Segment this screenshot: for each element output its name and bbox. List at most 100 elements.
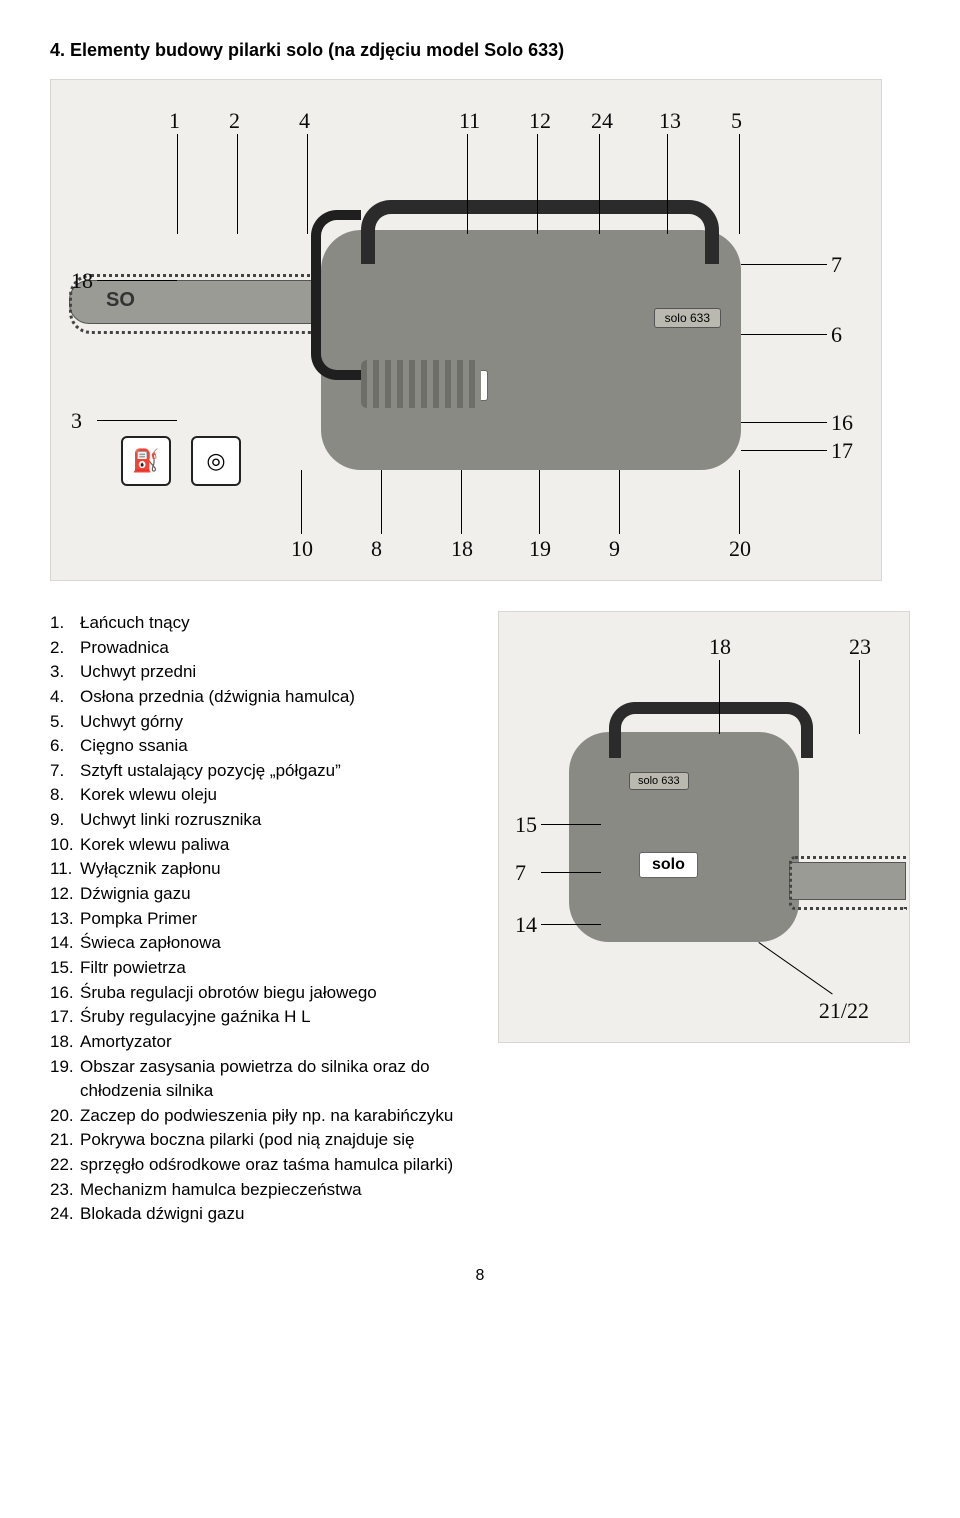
parts-item-text: Mechanizm hamulca bezpieczeństwa	[80, 1178, 362, 1203]
parts-item-number: 3.	[50, 660, 80, 685]
saw-body: solo solo 633	[321, 230, 741, 470]
callout-5: 5	[731, 108, 742, 134]
parts-list-item: 9.Uchwyt linki rozrusznika	[50, 808, 470, 833]
parts-list-item: 19.Obszar zasysania powietrza do silnika…	[50, 1055, 470, 1104]
parts-item-text: Blokada dźwigni gazu	[80, 1202, 244, 1227]
parts-item-number: 14.	[50, 931, 80, 956]
parts-item-text: Łańcuch tnący	[80, 611, 190, 636]
parts-list-item: 15.Filtr powietrza	[50, 956, 470, 981]
parts-list-item: 13.Pompka Primer	[50, 907, 470, 932]
model-badge: solo 633	[654, 308, 721, 328]
leader-16	[741, 422, 827, 423]
callout-17: 17	[831, 438, 853, 464]
body-brand-label-side: solo	[639, 852, 698, 878]
leader-14	[541, 924, 601, 925]
callout-18: 18	[451, 536, 473, 562]
callout-3: 3	[71, 408, 82, 434]
saw-body-side: solo solo 633	[569, 732, 799, 942]
parts-list-item: 12.Dźwignia gazu	[50, 882, 470, 907]
leader-3	[97, 420, 177, 421]
chain-oil-icon: ◎	[191, 436, 241, 486]
leader-9	[619, 470, 620, 534]
leader-11	[467, 134, 468, 234]
chain-glyph: ◎	[206, 448, 225, 474]
parts-item-text: Świeca zapłonowa	[80, 931, 221, 956]
parts-item-text: Korek wlewu oleju	[80, 783, 217, 808]
parts-list-item: 17.Śruby regulacyjne gaźnika H L	[50, 1005, 470, 1030]
callout-9: 9	[609, 536, 620, 562]
leader-20	[739, 470, 740, 534]
parts-item-text: Zaczep do podwieszenia piły np. na karab…	[80, 1104, 453, 1129]
callout-24: 24	[591, 108, 613, 134]
leader-8	[381, 470, 382, 534]
callout-19: 19	[529, 536, 551, 562]
parts-list-item: 5.Uchwyt górny	[50, 710, 470, 735]
callout-18: 18	[71, 268, 93, 294]
chain-side-icon	[789, 856, 907, 910]
callout-11: 11	[459, 108, 480, 134]
parts-item-number: 5.	[50, 710, 80, 735]
page-number: 8	[50, 1267, 910, 1285]
parts-item-text: Cięgno ssania	[80, 734, 188, 759]
fuel-glyph: ⛽	[132, 448, 159, 474]
parts-list-item: 16.Śruba regulacji obrotów biegu jałoweg…	[50, 981, 470, 1006]
parts-item-text: Osłona przednia (dźwignia hamulca)	[80, 685, 355, 710]
parts-list-item: 2.Prowadnica	[50, 636, 470, 661]
leader-24	[599, 134, 600, 234]
parts-item-text: Sztyft ustalający pozycję „półgazu”	[80, 759, 341, 784]
leader-4	[307, 134, 308, 234]
callout-4: 4	[299, 108, 310, 134]
leader-13	[667, 134, 668, 234]
parts-list-item: 10.Korek wlewu paliwa	[50, 833, 470, 858]
parts-item-number: 11.	[50, 857, 80, 882]
callout-2: 2	[229, 108, 240, 134]
parts-item-number: 19.	[50, 1055, 80, 1104]
parts-item-number: 17.	[50, 1005, 80, 1030]
parts-item-number: 1.	[50, 611, 80, 636]
parts-list-item: 11.Wyłącznik zapłonu	[50, 857, 470, 882]
parts-item-text: Obszar zasysania powietrza do silnika or…	[80, 1055, 470, 1104]
parts-item-number: 4.	[50, 685, 80, 710]
parts-item-number: 9.	[50, 808, 80, 833]
parts-item-text: Uchwyt górny	[80, 710, 183, 735]
parts-list-item: 4.Osłona przednia (dźwignia hamulca)	[50, 685, 470, 710]
parts-list-item: 1.Łańcuch tnący	[50, 611, 470, 636]
side-diagram: solo solo 633 21/22 182315714	[498, 611, 910, 1043]
leader-10	[301, 470, 302, 534]
parts-item-text: Pokrywa boczna pilarki (pod nią znajduje…	[80, 1128, 470, 1177]
parts-list-item: 20.Zaczep do podwieszenia piły np. na ka…	[50, 1104, 470, 1129]
leader-6	[741, 334, 827, 335]
callout-14: 14	[515, 912, 537, 938]
parts-item-number: 15.	[50, 956, 80, 981]
parts-item-text: Prowadnica	[80, 636, 169, 661]
leader-2	[237, 134, 238, 234]
main-diagram: SO solo solo 633 ⛽ ◎ 1241112241357616171…	[50, 79, 882, 581]
parts-item-number: 10.	[50, 833, 80, 858]
leader-18	[719, 660, 720, 734]
parts-item-text: Korek wlewu paliwa	[80, 833, 229, 858]
chain-icon	[69, 274, 335, 334]
parts-list-item: 18.Amortyzator	[50, 1030, 470, 1055]
callout-20: 20	[729, 536, 751, 562]
leader-5	[739, 134, 740, 234]
leader-18	[97, 280, 177, 281]
parts-item-text: Śruba regulacji obrotów biegu jałowego	[80, 981, 377, 1006]
parts-item-number: 2.	[50, 636, 80, 661]
fuel-icon: ⛽	[121, 436, 171, 486]
parts-item-number: 12.	[50, 882, 80, 907]
leader-1	[177, 134, 178, 234]
callout-12: 12	[529, 108, 551, 134]
callout-23: 23	[849, 634, 871, 660]
parts-list-item: 24.Blokada dźwigni gazu	[50, 1202, 470, 1227]
parts-list-item: 3.Uchwyt przedni	[50, 660, 470, 685]
parts-item-text: Dźwignia gazu	[80, 882, 191, 907]
callout-7: 7	[515, 860, 526, 886]
parts-item-number: 13.	[50, 907, 80, 932]
callout-1: 1	[169, 108, 180, 134]
leader-18	[461, 470, 462, 534]
top-handle-side	[609, 702, 813, 758]
parts-item-text: Filtr powietrza	[80, 956, 186, 981]
callout-18: 18	[709, 634, 731, 660]
leader-21-22	[758, 942, 832, 994]
front-guard	[311, 210, 361, 380]
